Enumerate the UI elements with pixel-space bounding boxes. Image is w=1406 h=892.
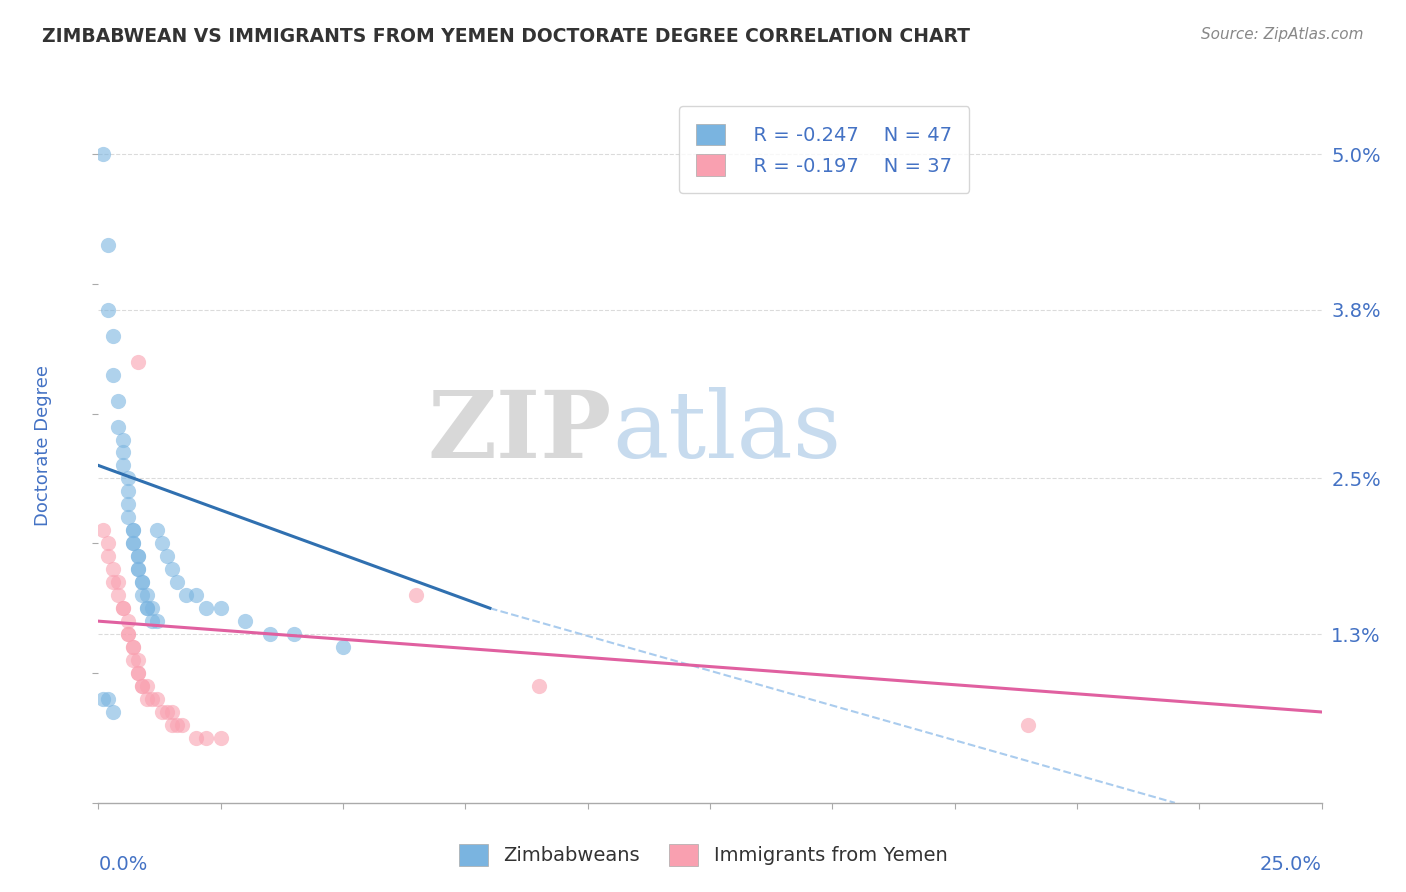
Point [117,484,139,499]
Point [141,601,163,615]
Point [111,445,134,459]
Point [186,588,208,602]
Point [107,393,129,408]
Point [259,627,281,641]
Point [127,562,149,576]
Point [283,627,305,641]
Point [136,601,159,615]
Point [117,627,139,641]
Point [107,419,129,434]
Point [121,640,143,654]
Point [127,549,149,564]
Point [1017,718,1039,732]
Point [209,601,232,615]
Point [127,666,149,681]
Point [127,653,149,667]
Point [97,549,120,564]
Point [209,731,232,745]
Point [131,679,153,693]
Text: ZIMBABWEAN VS IMMIGRANTS FROM YEMEN DOCTORATE DEGREE CORRELATION CHART: ZIMBABWEAN VS IMMIGRANTS FROM YEMEN DOCT… [42,27,970,45]
Point [170,718,193,732]
Point [111,601,134,615]
Point [91,147,114,161]
Point [101,705,124,719]
Text: 25.0%: 25.0% [1260,855,1322,873]
Point [160,562,183,576]
Point [146,692,169,706]
Point [121,640,143,654]
Point [136,601,159,615]
Point [136,588,159,602]
Point [101,368,124,382]
Point [233,614,256,628]
Point [127,549,149,564]
Point [131,679,153,693]
Point [97,536,120,550]
Point [186,731,208,745]
Point [166,718,188,732]
Point [121,524,143,538]
Point [97,302,120,317]
Legend:   R = -0.247    N = 47,   R = -0.197    N = 37: R = -0.247 N = 47, R = -0.197 N = 37 [679,106,969,194]
Text: 0.0%: 0.0% [98,855,148,873]
Point [136,692,159,706]
Point [156,549,179,564]
Point [160,718,183,732]
Point [117,497,139,511]
Text: Doctorate Degree: Doctorate Degree [34,366,52,526]
Point [176,588,198,602]
Point [101,562,124,576]
Point [150,536,173,550]
Point [332,640,354,654]
Point [111,458,134,473]
Point [111,601,134,615]
Point [131,588,153,602]
Point [117,627,139,641]
Point [111,433,134,447]
Point [195,731,218,745]
Point [97,692,120,706]
Point [141,692,163,706]
Point [107,588,129,602]
Point [117,614,139,628]
Text: Source: ZipAtlas.com: Source: ZipAtlas.com [1201,27,1364,42]
Text: ZIP: ZIP [427,387,612,476]
Point [121,536,143,550]
Point [156,705,179,719]
Point [150,705,173,719]
Point [527,679,550,693]
Point [97,238,120,252]
Point [127,354,149,368]
Point [166,575,188,590]
Legend: Zimbabweans, Immigrants from Yemen: Zimbabweans, Immigrants from Yemen [451,837,955,873]
Point [101,328,124,343]
Point [146,614,169,628]
Point [136,679,159,693]
Point [121,653,143,667]
Point [405,588,427,602]
Text: atlas: atlas [612,387,841,476]
Point [117,510,139,524]
Point [107,575,129,590]
Point [91,692,114,706]
Point [127,666,149,681]
Point [121,524,143,538]
Point [146,524,169,538]
Point [195,601,218,615]
Point [117,471,139,485]
Point [101,575,124,590]
Point [121,536,143,550]
Point [160,705,183,719]
Point [127,562,149,576]
Point [141,614,163,628]
Point [91,524,114,538]
Point [131,575,153,590]
Point [131,575,153,590]
